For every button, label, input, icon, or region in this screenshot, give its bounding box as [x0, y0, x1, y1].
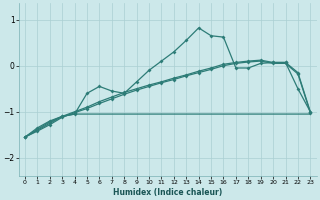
X-axis label: Humidex (Indice chaleur): Humidex (Indice chaleur)	[113, 188, 222, 197]
